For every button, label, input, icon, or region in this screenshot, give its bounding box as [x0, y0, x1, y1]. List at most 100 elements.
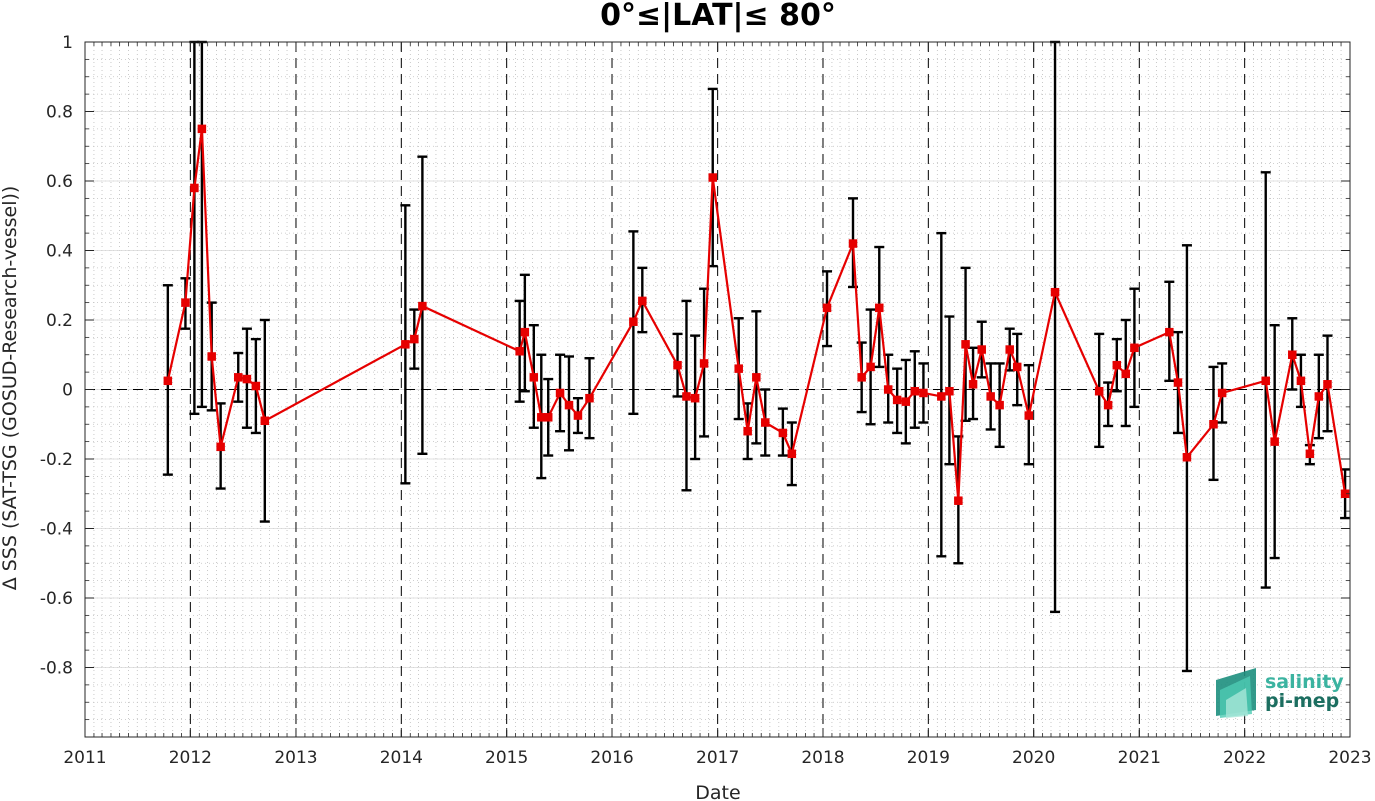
logo-line2: pi-mep — [1265, 690, 1339, 712]
data-point — [901, 397, 911, 406]
data-point — [1314, 392, 1324, 401]
data-point — [163, 376, 173, 386]
data-point — [1182, 453, 1192, 462]
y-tick-label: 0.6 — [46, 172, 73, 192]
x-tick-label: 2015 — [485, 748, 528, 768]
data-point — [945, 386, 954, 396]
x-axis-ticks: 2011 2012 2013 2014 2015 2016 2017 2018 2019 2020… — [63, 42, 1372, 768]
data-point — [1323, 380, 1332, 389]
x-tick-label: 2011 — [63, 748, 106, 768]
y-tick-label: -0.4 — [40, 520, 73, 540]
chart-title: 0°≤|LAT|≤ 80° — [600, 0, 836, 33]
data-point — [787, 449, 797, 459]
x-tick-label: 2017 — [696, 748, 739, 768]
x-tick-label: 2018 — [801, 748, 844, 768]
data-point — [1288, 350, 1297, 359]
data-point — [1103, 400, 1113, 410]
x-tick-label: 2019 — [907, 748, 950, 768]
data-point — [1024, 411, 1034, 420]
data-point — [418, 301, 427, 311]
data-point — [848, 239, 858, 248]
data-point — [585, 393, 594, 403]
data-point — [216, 442, 225, 452]
data-point — [260, 416, 270, 426]
data-point — [181, 298, 190, 307]
data-point — [234, 373, 243, 382]
data-point — [734, 364, 743, 373]
data-point — [529, 373, 539, 382]
data-point — [520, 327, 530, 337]
data-point — [537, 413, 546, 422]
x-axis-label: Date — [695, 782, 740, 801]
data-point — [690, 393, 700, 403]
data-point — [822, 303, 832, 313]
data-point — [937, 392, 946, 401]
y-tick-label: 0.8 — [46, 103, 73, 123]
data-point — [673, 360, 682, 370]
x-tick-label: 2016 — [590, 748, 633, 768]
salinity-pi-mep-logo: salinity pi-mep — [1216, 668, 1344, 718]
data-point — [1094, 386, 1104, 396]
data-point — [761, 418, 770, 427]
data-point — [1270, 437, 1279, 446]
data-point — [752, 373, 761, 382]
data-point — [515, 347, 524, 356]
year-separators — [189, 42, 1246, 737]
data-point — [968, 380, 978, 389]
data-point — [1005, 345, 1014, 354]
x-tick-label: 2013 — [274, 748, 317, 768]
data-point — [977, 345, 986, 354]
x-tick-label: 2021 — [1118, 748, 1161, 768]
y-axis-label: Δ SSS (SAT-TSG (GOSUD-Research-vessel)) — [0, 186, 21, 591]
data-point — [866, 362, 875, 372]
data-point — [743, 426, 752, 436]
data-point — [778, 428, 788, 438]
data-point — [954, 496, 963, 505]
data-point — [1112, 360, 1122, 370]
data-point — [883, 385, 893, 394]
data-point — [207, 352, 216, 361]
y-tick-label: -0.8 — [40, 659, 73, 679]
data-point — [986, 392, 995, 401]
data-point — [629, 317, 638, 326]
data-point — [1121, 369, 1130, 379]
data-point — [910, 386, 920, 396]
logo-mark-icon — [1216, 668, 1256, 718]
data-point — [401, 340, 410, 349]
data-point — [892, 395, 902, 405]
data-point — [699, 359, 709, 368]
data-point — [1012, 362, 1022, 372]
y-tick-label: 0.4 — [46, 242, 73, 262]
logo-line1: salinity — [1265, 671, 1344, 693]
y-tick-label: -0.6 — [40, 589, 73, 609]
data-point — [919, 388, 928, 398]
y-tick-label: -0.2 — [40, 450, 73, 470]
y-tick-label: 1 — [62, 33, 73, 53]
x-tick-label: 2014 — [380, 748, 423, 768]
data-point — [1261, 376, 1270, 386]
data-point — [857, 373, 866, 382]
data-point — [708, 173, 717, 182]
x-tick-label: 2022 — [1223, 748, 1266, 768]
data-point — [197, 124, 207, 134]
data-point — [242, 374, 252, 384]
data-point — [573, 411, 583, 420]
y-tick-label: 0 — [62, 381, 73, 401]
data-point — [1305, 449, 1315, 459]
data-point — [682, 392, 691, 401]
data-point — [638, 296, 647, 306]
data-point — [555, 388, 565, 398]
x-tick-label: 2023 — [1328, 748, 1371, 768]
data-point — [543, 413, 553, 422]
data-point — [564, 400, 574, 410]
data-point — [1165, 327, 1174, 337]
data-point — [1173, 378, 1183, 387]
y-tick-label: 0.2 — [46, 311, 73, 331]
data-point — [1050, 287, 1060, 297]
data-point — [410, 334, 419, 344]
data-point — [995, 400, 1004, 410]
error-bars — [162, 40, 1351, 673]
y-axis-ticks: -0.8 -0.6 -0.4 -0.2 0 0.2 0.4 0.6 0.8 1 — [40, 33, 1350, 738]
data-point — [190, 183, 199, 193]
data-point — [1130, 343, 1139, 353]
